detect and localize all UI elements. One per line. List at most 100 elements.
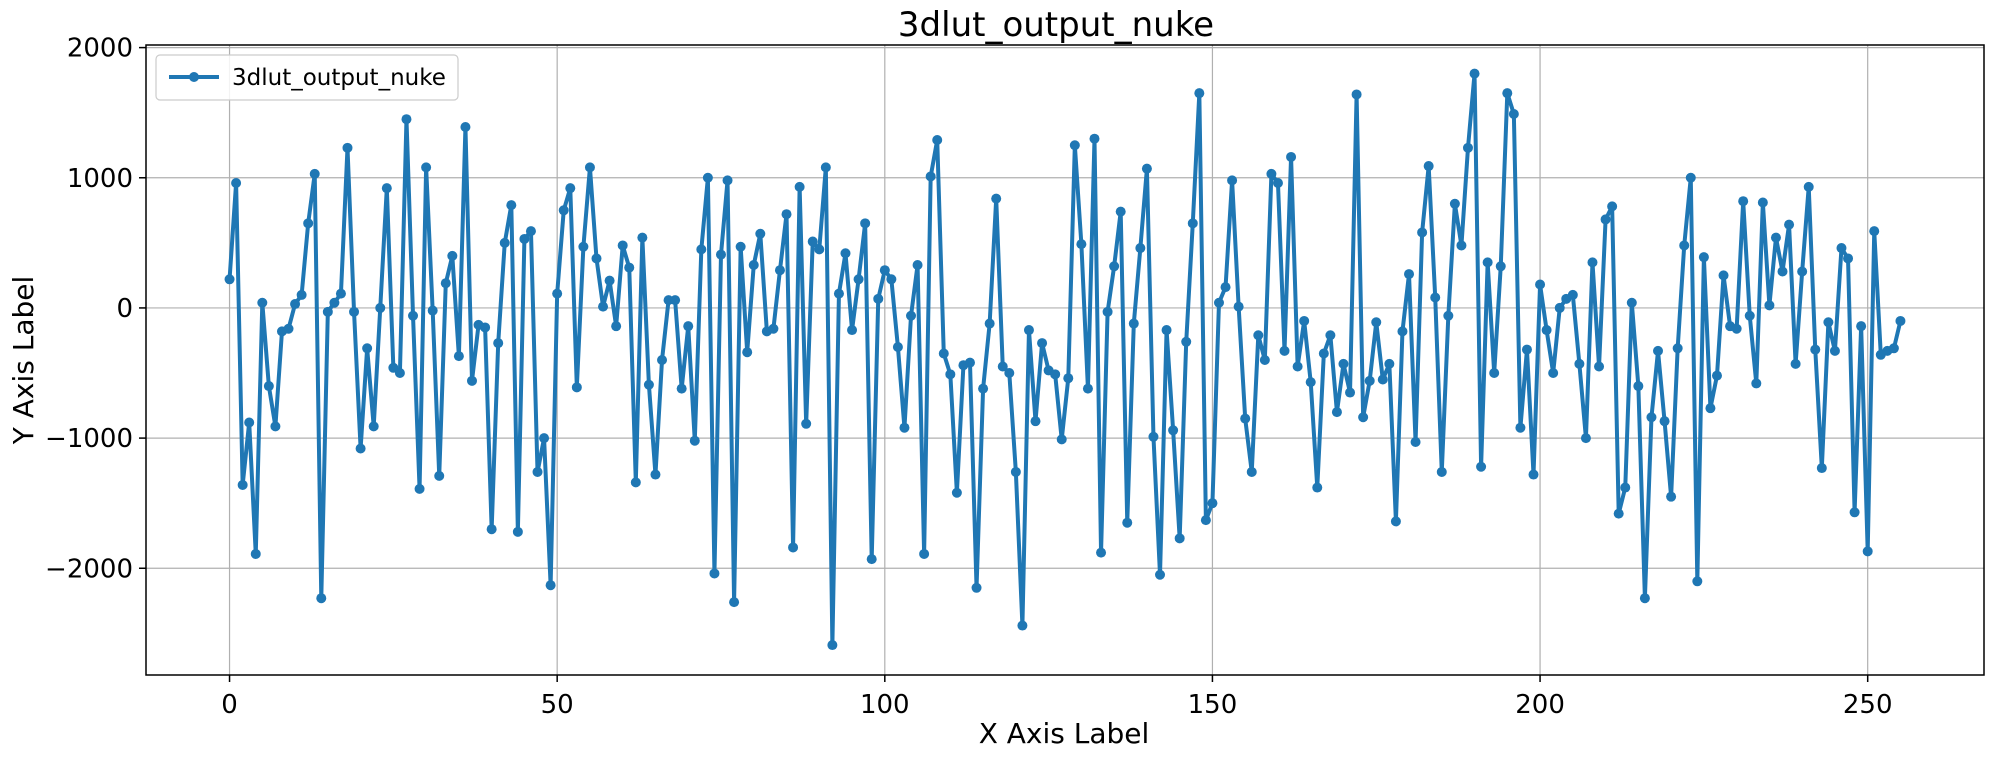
data-point xyxy=(748,259,759,270)
data-point xyxy=(394,368,405,379)
data-point xyxy=(1135,243,1146,254)
data-point xyxy=(1731,323,1742,334)
data-point xyxy=(1797,266,1808,277)
data-point xyxy=(879,265,890,276)
data-point xyxy=(964,357,975,368)
data-point xyxy=(460,122,471,132)
data-point xyxy=(1574,358,1585,369)
chart-title: 3dlut_output_nuke xyxy=(898,5,1214,45)
data-point xyxy=(434,470,445,481)
data-point xyxy=(1587,257,1598,268)
series-layer xyxy=(224,68,1906,651)
data-point xyxy=(1495,261,1506,272)
legend-box xyxy=(155,54,459,101)
data-point xyxy=(257,297,268,308)
data-point xyxy=(1489,368,1500,379)
x-tick-label: 50 xyxy=(541,690,574,720)
data-point xyxy=(1266,168,1277,179)
data-point xyxy=(971,582,982,593)
plot-frame xyxy=(145,44,1985,676)
data-point xyxy=(1404,269,1415,280)
data-point xyxy=(1823,317,1834,328)
data-point xyxy=(1580,433,1591,444)
data-point xyxy=(414,483,425,494)
data-point xyxy=(408,310,419,321)
data-point xyxy=(1384,358,1395,369)
data-point xyxy=(250,548,261,559)
series-line xyxy=(227,71,1903,648)
data-point xyxy=(539,433,550,444)
data-point xyxy=(689,435,700,446)
data-point xyxy=(506,200,517,211)
data-point xyxy=(1128,318,1139,329)
data-point xyxy=(991,193,1002,204)
data-point xyxy=(1843,253,1854,264)
data-point xyxy=(1810,344,1821,355)
data-point xyxy=(1371,317,1382,328)
data-point xyxy=(1227,175,1238,186)
data-point xyxy=(814,244,825,255)
x-tick-label: 100 xyxy=(860,690,910,720)
data-point xyxy=(1050,369,1061,380)
data-point xyxy=(1770,232,1781,243)
data-point xyxy=(224,274,235,285)
data-point xyxy=(447,250,458,261)
data-point xyxy=(637,232,648,243)
x-tick-label: 200 xyxy=(1515,690,1565,720)
data-point xyxy=(781,209,792,220)
data-point xyxy=(355,443,366,454)
data-point xyxy=(283,323,294,334)
y-tick-label: 0 xyxy=(116,294,133,324)
data-point xyxy=(1200,515,1211,526)
data-point xyxy=(1639,593,1650,604)
data-point xyxy=(978,383,989,394)
data-point xyxy=(1895,315,1906,326)
data-point xyxy=(932,135,943,146)
data-point xyxy=(1194,88,1205,99)
data-point xyxy=(519,233,530,244)
data-point xyxy=(1397,326,1408,337)
data-point xyxy=(1856,321,1867,332)
data-point xyxy=(670,295,681,306)
data-point xyxy=(1155,569,1166,580)
data-point xyxy=(1777,266,1788,277)
data-point xyxy=(1076,239,1087,250)
data-point xyxy=(1548,368,1559,379)
data-point xyxy=(1436,466,1447,477)
data-point xyxy=(840,248,851,259)
data-point xyxy=(493,338,504,349)
axis-ticks: 0 50 100 150 200 250 −2000 −1000 0 1000 2000 xyxy=(45,34,1892,720)
data-point xyxy=(598,301,609,312)
data-point xyxy=(231,177,242,188)
data-point xyxy=(1004,368,1015,379)
data-point xyxy=(951,487,962,498)
data-point xyxy=(1331,407,1342,418)
data-point xyxy=(440,278,451,289)
data-point xyxy=(421,162,432,173)
data-point xyxy=(1299,315,1310,326)
data-point xyxy=(578,241,589,252)
data-point xyxy=(827,640,838,651)
data-point xyxy=(303,218,314,229)
data-point xyxy=(1698,252,1709,263)
data-point xyxy=(1607,201,1618,212)
data-point xyxy=(715,249,726,260)
data-point xyxy=(1069,140,1080,151)
data-point xyxy=(788,542,799,553)
y-tick-label: −1000 xyxy=(45,424,133,454)
data-point xyxy=(296,289,307,300)
data-point xyxy=(912,259,923,270)
data-point xyxy=(1646,412,1657,423)
data-point xyxy=(1240,413,1251,424)
data-point xyxy=(683,321,694,332)
data-point xyxy=(1482,257,1493,268)
data-point xyxy=(1751,378,1762,389)
data-point xyxy=(1161,325,1172,336)
data-point xyxy=(1711,370,1722,381)
data-point xyxy=(945,369,956,380)
data-point xyxy=(1541,325,1552,336)
data-point xyxy=(735,241,746,252)
data-point xyxy=(617,240,628,251)
data-point xyxy=(1803,181,1814,192)
